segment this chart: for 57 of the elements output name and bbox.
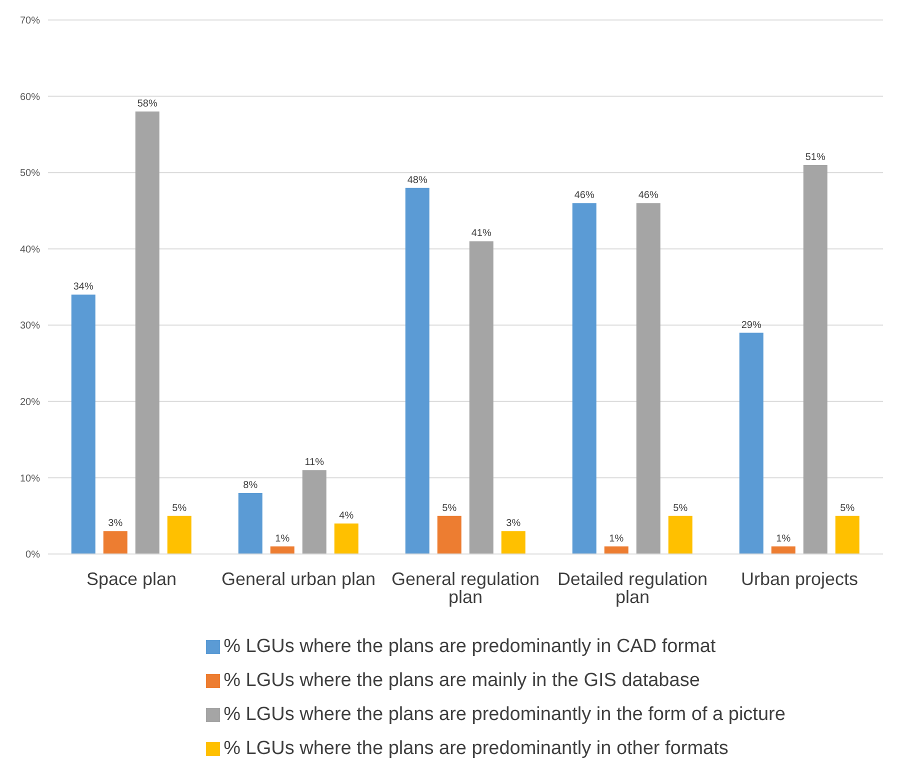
- y-tick-label: 60%: [20, 92, 40, 103]
- data-label: 1%: [776, 533, 791, 544]
- bar: [103, 531, 128, 554]
- data-label: 51%: [805, 152, 826, 163]
- bar: [636, 203, 660, 554]
- data-label: 41%: [471, 228, 492, 240]
- data-label: 3%: [108, 518, 123, 530]
- bar: [334, 523, 358, 554]
- bar: [405, 188, 430, 554]
- data-label: 3%: [506, 518, 521, 530]
- y-tick-label: 40%: [20, 244, 40, 256]
- data-label: 46%: [638, 190, 658, 202]
- bar: [469, 241, 494, 554]
- y-tick-label: 0%: [26, 550, 40, 561]
- bar: [135, 112, 160, 554]
- data-label: 8%: [243, 480, 258, 491]
- x-tick-label: Space plan: [86, 568, 177, 589]
- x-tick-label: Urban projects: [740, 568, 858, 589]
- data-label: 1%: [609, 533, 624, 544]
- data-label: 5%: [840, 502, 855, 514]
- data-label: 5%: [172, 502, 187, 514]
- bar: [270, 546, 294, 554]
- bar: [501, 531, 526, 554]
- data-label: 1%: [275, 533, 290, 544]
- y-tick-label: 20%: [20, 396, 40, 408]
- legend-label: % LGUs where the plans are predominantly in CAD format: [224, 636, 716, 657]
- legend-label: % LGUs where the plans are predominantly in other formats: [224, 738, 728, 759]
- bar: [604, 546, 628, 554]
- bar: [71, 294, 96, 554]
- data-label: 4%: [339, 510, 354, 522]
- bar: [803, 164, 828, 554]
- legend-label: % LGUs where the plans are predominantly in the form of a picture: [224, 704, 786, 725]
- data-label: 48%: [407, 174, 428, 186]
- data-label: 58%: [137, 98, 158, 110]
- bar: [167, 516, 192, 554]
- x-tick-label: Detailed regulation plan: [557, 568, 708, 607]
- data-label: 5%: [442, 502, 457, 514]
- data-label: 29%: [741, 320, 762, 331]
- data-label: 11%: [304, 457, 324, 468]
- bar: [739, 332, 764, 554]
- x-tick-label: General urban plan: [221, 568, 376, 589]
- legend-label: % LGUs where the plans are mainly in the GIS database: [224, 670, 700, 691]
- y-tick-label: 50%: [20, 168, 40, 180]
- y-tick-label: 70%: [20, 16, 40, 27]
- bar: [437, 516, 462, 554]
- y-tick-label: 10%: [20, 473, 40, 484]
- data-label: 46%: [574, 190, 594, 202]
- y-tick-label: 30%: [20, 320, 40, 332]
- bar: [302, 470, 326, 554]
- bar: [238, 492, 262, 554]
- bar: [668, 516, 692, 554]
- data-label: 5%: [673, 502, 688, 514]
- bar: [835, 516, 860, 554]
- x-tick-label: General regulation plan: [391, 568, 540, 607]
- bar: [572, 203, 596, 554]
- bar: [771, 546, 796, 554]
- data-label: 34%: [73, 282, 94, 293]
